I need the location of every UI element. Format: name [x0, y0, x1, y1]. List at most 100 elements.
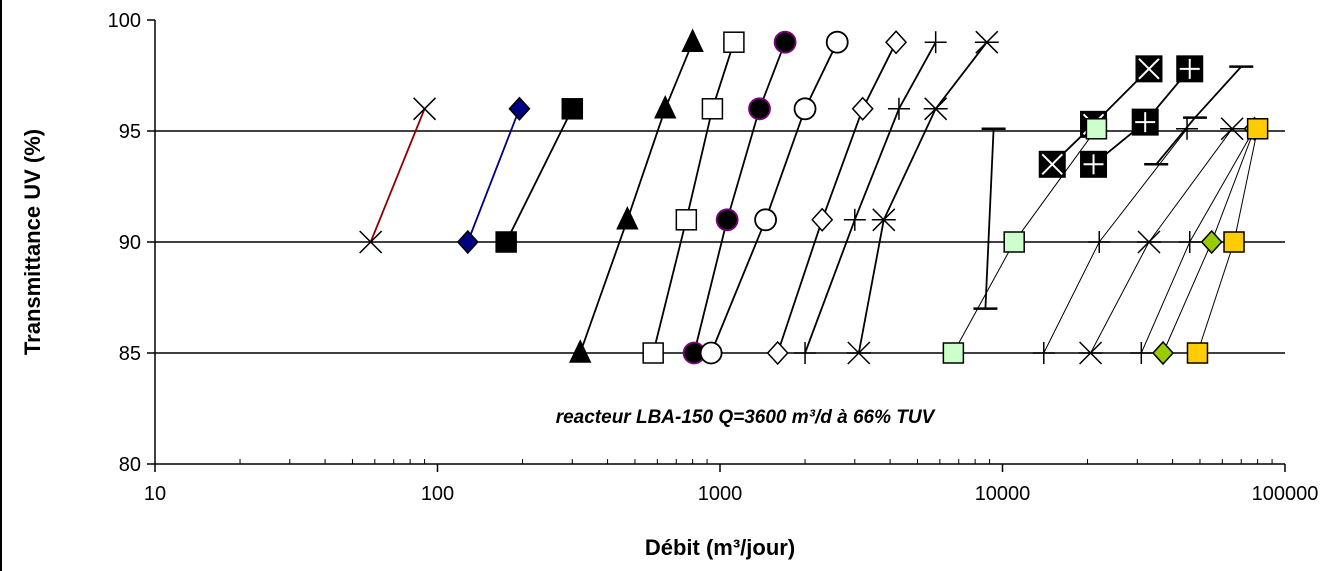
- point-marker: [681, 28, 704, 52]
- y-tick-label: 80: [119, 454, 141, 476]
- data-point: [885, 30, 908, 55]
- point-marker: [942, 342, 965, 364]
- series-line: [776, 41, 897, 354]
- point-marker: [825, 30, 849, 54]
- point-marker: [413, 97, 437, 121]
- point-marker: [701, 98, 724, 120]
- point-marker: [561, 98, 584, 120]
- point-marker: [1152, 340, 1175, 366]
- data-point: [974, 30, 999, 54]
- data-point: [723, 31, 745, 53]
- point-marker: [1003, 231, 1025, 253]
- point-marker: [754, 208, 777, 232]
- data-point: [675, 209, 698, 231]
- data-point: [1220, 117, 1245, 141]
- y-tick-label: 100: [108, 10, 141, 32]
- data-point: [773, 30, 797, 54]
- annotation: reacteur LBA-150 Q=3600 m³/d à 66% TUV: [556, 407, 936, 428]
- point-marker: [766, 340, 789, 366]
- point-marker: [793, 97, 817, 121]
- y-tick-label: 90: [119, 232, 141, 254]
- data-point: [1003, 231, 1025, 253]
- point-marker: [1041, 153, 1063, 176]
- data-point: [413, 97, 437, 121]
- data-point: [754, 208, 777, 232]
- y-tick-label: 85: [119, 343, 141, 365]
- data-point: [616, 206, 639, 230]
- x-tick-label: 100: [421, 483, 454, 505]
- data-point: [1223, 231, 1245, 253]
- data-point: [642, 342, 664, 364]
- data-point: [825, 30, 849, 54]
- series-line: [857, 41, 988, 354]
- point-marker: [1200, 229, 1223, 255]
- y-tick-label: 95: [119, 121, 141, 143]
- series-line: [652, 41, 735, 354]
- point-marker: [851, 96, 874, 121]
- data-point: [1186, 342, 1209, 364]
- data-point: [681, 28, 704, 52]
- data-point: [1176, 55, 1204, 83]
- series-line: [693, 41, 786, 354]
- data-point: [1136, 230, 1161, 254]
- point-marker: [654, 95, 677, 119]
- data-point: [1131, 108, 1159, 136]
- point-marker: [359, 230, 383, 254]
- data-point: [1088, 231, 1111, 253]
- point-marker: [723, 31, 745, 53]
- point-marker: [699, 341, 723, 365]
- data-point: [1176, 117, 1199, 140]
- point-marker: [569, 339, 592, 363]
- data-point: [701, 98, 724, 120]
- data-point: [851, 96, 874, 121]
- series-line: [804, 41, 937, 354]
- data-point: [942, 342, 965, 364]
- point-marker: [811, 207, 834, 232]
- series-markers: [359, 28, 1269, 366]
- series-line: [579, 41, 694, 354]
- x-tick-label: 10000: [975, 483, 1031, 505]
- point-marker: [1223, 231, 1245, 253]
- data-point: [569, 339, 592, 363]
- point-marker: [1138, 58, 1160, 80]
- data-point: [699, 341, 723, 365]
- point-marker: [773, 30, 797, 54]
- point-marker: [748, 97, 771, 121]
- data-point: [1080, 150, 1108, 178]
- data-point: [561, 98, 584, 120]
- data-point: [843, 208, 866, 231]
- y-axis-title: Transmittance UV (%): [20, 129, 45, 355]
- point-marker: [675, 209, 698, 231]
- tick-marks: [147, 19, 1286, 472]
- data-point: [846, 341, 871, 365]
- x-tick-label: 1000: [698, 483, 743, 505]
- data-point: [495, 231, 517, 253]
- point-marker: [715, 208, 739, 232]
- data-point: [887, 97, 910, 120]
- data-point: [793, 97, 817, 121]
- data-point: [456, 229, 479, 255]
- data-series: [359, 28, 1269, 366]
- data-point: [359, 230, 383, 254]
- x-axis-title: Débit (m³/jour): [645, 535, 795, 560]
- data-point: [1130, 342, 1153, 364]
- point-marker: [1186, 342, 1209, 364]
- point-marker: [885, 30, 908, 55]
- data-point: [923, 97, 948, 121]
- data-point: [1152, 340, 1175, 366]
- point-marker: [495, 231, 517, 253]
- data-point: [794, 342, 817, 364]
- data-point: [715, 208, 739, 232]
- data-point: [1178, 231, 1201, 253]
- data-point: [924, 31, 947, 54]
- data-point: [766, 340, 789, 366]
- data-point: [1200, 229, 1223, 255]
- series-line: [710, 41, 839, 354]
- point-marker: [1085, 118, 1108, 140]
- point-marker: [642, 342, 664, 364]
- data-point: [1135, 55, 1163, 83]
- x-tick-label: 10: [144, 483, 166, 505]
- data-point: [1246, 118, 1269, 140]
- point-marker: [456, 229, 479, 255]
